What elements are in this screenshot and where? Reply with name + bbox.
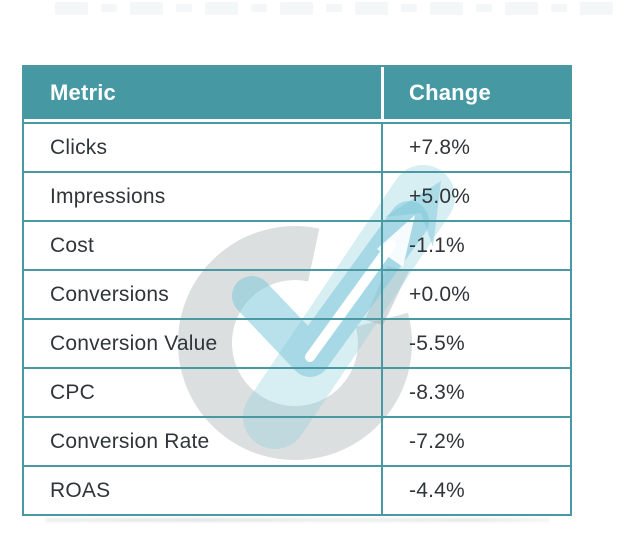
cropped-text-artifact-top	[55, 2, 615, 17]
header-cell-change: Change	[381, 67, 570, 119]
table-header-row: Metric Change	[24, 67, 570, 122]
metric-cell: ROAS	[50, 479, 111, 502]
table-row: CPC -8.3%	[24, 367, 570, 416]
metrics-change-table: Metric Change Clicks +7.8% Impressions +…	[22, 65, 572, 516]
table-row: Impressions +5.0%	[24, 171, 570, 220]
change-cell: -8.3%	[381, 369, 570, 416]
metric-cell: Impressions	[50, 185, 166, 208]
change-cell: +7.8%	[381, 124, 570, 171]
table-row: Conversion Rate -7.2%	[24, 416, 570, 465]
table-row: Clicks +7.8%	[24, 122, 570, 171]
change-cell: +5.0%	[381, 173, 570, 220]
change-cell: -1.1%	[381, 222, 570, 269]
check-arrow-circle-logo-icon	[178, 165, 455, 461]
table-row: Conversion Value -5.5%	[24, 318, 570, 367]
header-cell-metric: Metric	[50, 80, 116, 105]
metric-cell: Cost	[50, 234, 94, 257]
table-row: Cost -1.1%	[24, 220, 570, 269]
change-cell: -4.4%	[381, 467, 570, 514]
change-cell: +0.0%	[381, 271, 570, 318]
table-row: Conversions +0.0%	[24, 269, 570, 318]
cropped-text-artifact-bottom	[45, 518, 550, 522]
change-cell: -7.2%	[381, 418, 570, 465]
metric-cell: Conversion Value	[50, 332, 218, 355]
metric-cell: CPC	[50, 381, 95, 404]
table-row: ROAS -4.4%	[24, 465, 570, 514]
metric-cell: Clicks	[50, 136, 108, 159]
change-cell: -5.5%	[381, 320, 570, 367]
metric-cell: Conversion Rate	[50, 430, 210, 453]
metric-cell: Conversions	[50, 283, 169, 306]
